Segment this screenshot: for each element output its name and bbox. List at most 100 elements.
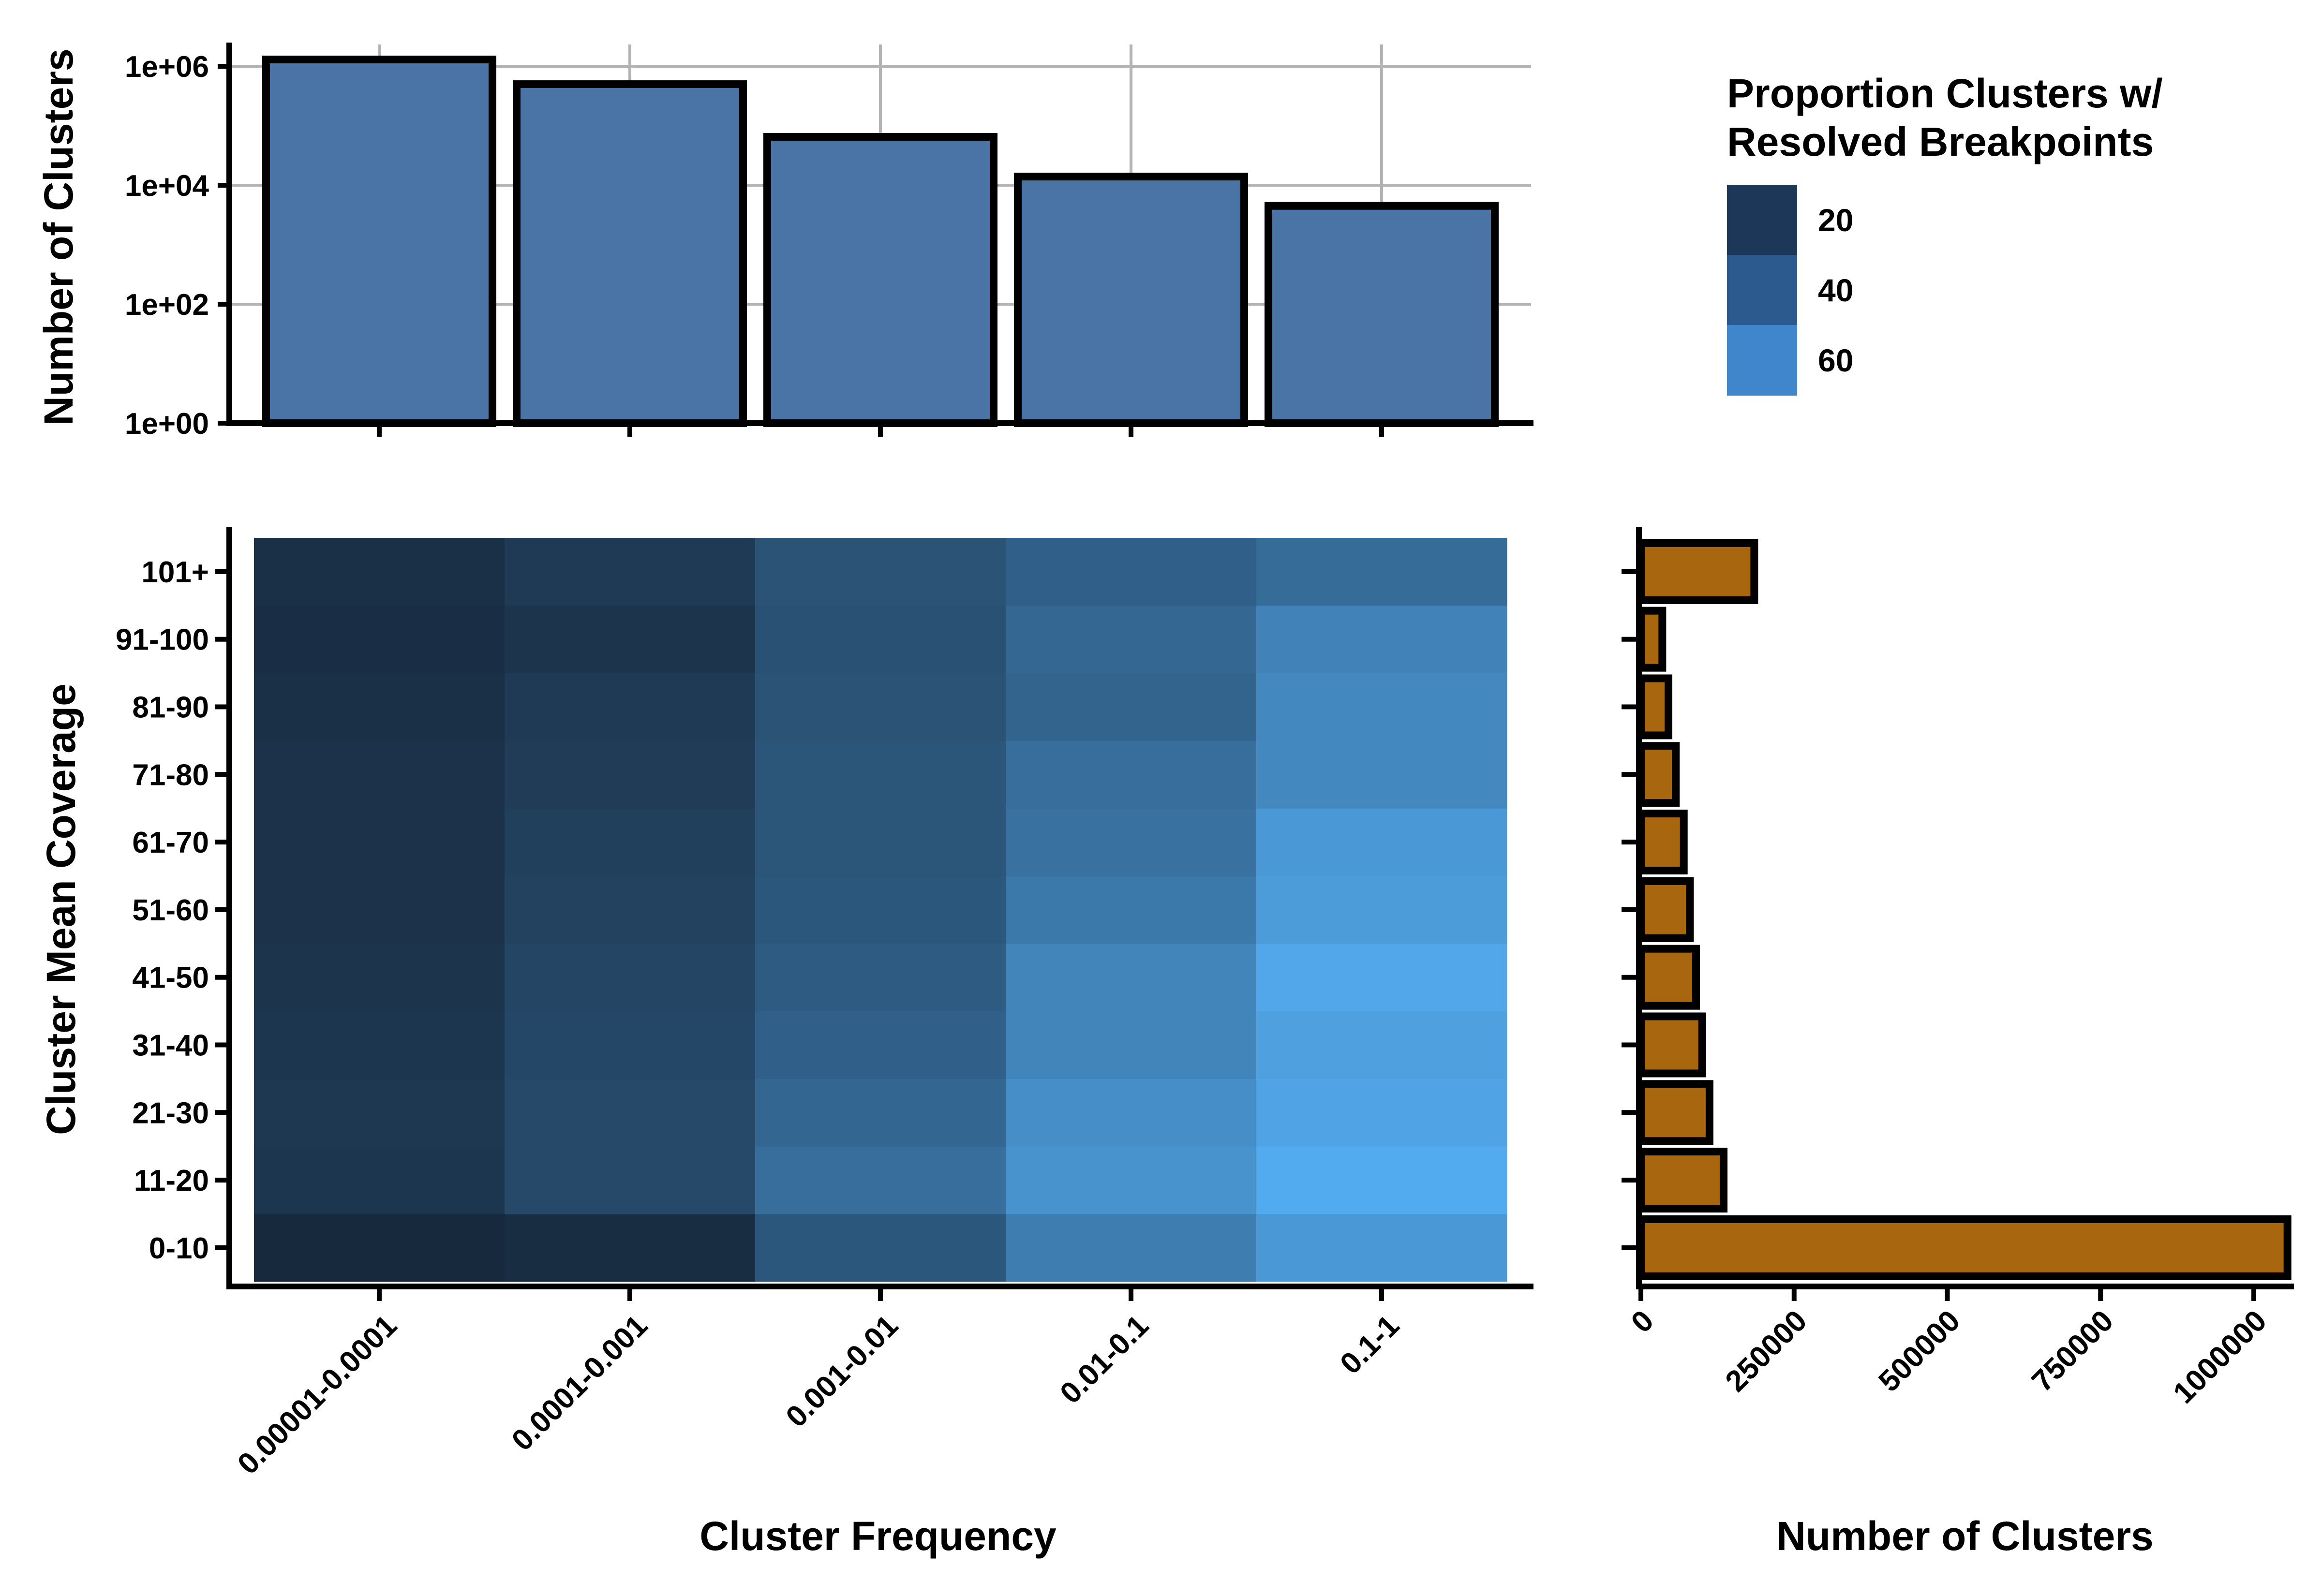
heatmap-cell — [755, 673, 1006, 741]
heatmap-cell — [1256, 538, 1507, 606]
heat-x-tick-label: 0.01-0.1 — [1054, 1309, 1155, 1410]
heatmap-cell — [1006, 1146, 1257, 1214]
heat-y-axis-title: Cluster Mean Coverage — [38, 683, 84, 1135]
legend-color-key — [1727, 255, 1797, 325]
heatmap-cell — [1256, 1079, 1507, 1147]
heatmap-cell — [1256, 943, 1507, 1012]
top-bar-chart-bars — [262, 56, 1499, 427]
heatmap-cell — [1256, 1146, 1507, 1214]
heatmap-cell — [755, 808, 1006, 876]
heatmap-cell — [505, 808, 756, 876]
top-bar — [1265, 202, 1499, 427]
heat-y-tick-label: 41-50 — [132, 961, 209, 995]
heatmap-cells — [254, 538, 1507, 1282]
heatmap-cell — [1006, 943, 1257, 1012]
side-bar — [1637, 1012, 1706, 1078]
side-bar — [1637, 877, 1694, 942]
side-x-tick-label: 1000000 — [2167, 1304, 2273, 1410]
side-bar — [1637, 539, 1758, 604]
side-bar — [1637, 945, 1700, 1010]
heatmap-cell — [1256, 605, 1507, 674]
heatmap-cell — [505, 605, 756, 674]
side-bar — [1637, 1148, 1728, 1213]
heat-y-tick-label: 81-90 — [132, 691, 209, 724]
heatmap-cell — [254, 943, 505, 1012]
color-legend: Proportion Clusters w/Resolved Breakpoin… — [1727, 71, 2163, 396]
side-bar-chart-axes: 0 250000 500000 750000 1000000 Number of Clus… — [1622, 527, 2294, 1559]
heatmap-cell — [755, 876, 1006, 944]
heatmap-cell — [1006, 808, 1257, 876]
heatmap-cell — [254, 740, 505, 809]
side-bar-chart-bars — [1637, 539, 2292, 1280]
heatmap-cell — [505, 943, 756, 1012]
legend-title-line: Proportion Clusters w/ — [1727, 71, 2163, 116]
side-x-axis-title: Number of Clusters — [1776, 1513, 2153, 1559]
side-bar — [1637, 1215, 2292, 1280]
heatmap-cell — [1006, 1011, 1257, 1079]
legend-color-key — [1727, 185, 1797, 255]
side-bar — [1637, 810, 1688, 875]
top-y-tick-label: 1e+00 — [125, 407, 209, 441]
heatmap-cell — [1006, 605, 1257, 674]
heatmap-cell — [755, 1146, 1006, 1214]
heatmap-cell — [505, 1011, 756, 1079]
heat-y-tick-label: 71-80 — [132, 758, 209, 792]
top-bar — [262, 56, 496, 427]
heatmap-cell — [505, 740, 756, 809]
heatmap-cell — [254, 538, 505, 606]
heatmap-cell — [1256, 1214, 1507, 1282]
heatmap-cell — [755, 740, 1006, 809]
heatmap-cell — [254, 876, 505, 944]
heat-y-tick-label: 51-60 — [132, 894, 209, 927]
heatmap-cell — [254, 605, 505, 674]
heatmap-cell — [755, 943, 1006, 1012]
top-y-tick-label: 1e+04 — [125, 169, 209, 203]
heatmap-cell — [254, 673, 505, 741]
heat-y-tick-label: 21-30 — [132, 1096, 209, 1130]
heatmap-cell — [755, 1079, 1006, 1147]
heatmap-cell — [254, 1079, 505, 1147]
heatmap-cell — [1006, 876, 1257, 944]
heatmap-cell — [505, 1079, 756, 1147]
heatmap-cell — [505, 673, 756, 741]
legend-tick-label: 20 — [1818, 202, 1853, 238]
heat-x-tick-label: 0.001-0.01 — [779, 1309, 904, 1433]
heatmap-cell — [755, 605, 1006, 674]
heatmap-cell — [1006, 673, 1257, 741]
heat-y-tick-label: 0-10 — [149, 1232, 209, 1265]
heat-y-tick-label: 91-100 — [116, 623, 209, 657]
side-x-tick-label: 0 — [1625, 1304, 1660, 1339]
heatmap-cell — [505, 1146, 756, 1214]
heatmap-cell — [254, 1214, 505, 1282]
heatmap-cell — [755, 1214, 1006, 1282]
heat-y-tick-label: 31-40 — [132, 1029, 209, 1063]
top-bar — [763, 133, 997, 427]
heat-y-tick-label: 61-70 — [132, 826, 209, 859]
top-bar-chart-axes: 1e+00 1e+02 1e+04 1e+06 Number of Clusters — [36, 43, 1533, 441]
heatmap-cell — [755, 538, 1006, 606]
heatmap-cell — [755, 1011, 1006, 1079]
heat-y-tick-label: 101+ — [141, 556, 209, 589]
heat-x-tick-label: 0.1-1 — [1334, 1309, 1406, 1381]
heatmap-cell — [1006, 538, 1257, 606]
heatmap-cell — [505, 538, 756, 606]
side-x-tick-label: 500000 — [1872, 1304, 1966, 1398]
side-x-tick-label: 750000 — [2025, 1304, 2120, 1398]
legend-tick-label: 60 — [1818, 342, 1853, 378]
top-y-tick-label: 1e+06 — [125, 50, 209, 84]
heatmap-cell — [1256, 740, 1507, 809]
heatmap-cell — [1256, 808, 1507, 876]
side-x-tick-label: 250000 — [1719, 1304, 1814, 1398]
heat-x-tick-label: 0.0001-0.001 — [506, 1309, 654, 1457]
heatmap-cell — [254, 1146, 505, 1214]
legend-color-key — [1727, 325, 1797, 396]
heatmap-cell — [505, 1214, 756, 1282]
side-bar — [1637, 606, 1667, 672]
top-bar — [513, 80, 747, 427]
heatmap-cell — [1256, 1011, 1507, 1079]
heatmap-cell — [1256, 876, 1507, 944]
heat-x-axis-title: Cluster Frequency — [700, 1513, 1057, 1559]
heatmap-cell — [1006, 740, 1257, 809]
top-bar — [1014, 173, 1248, 427]
